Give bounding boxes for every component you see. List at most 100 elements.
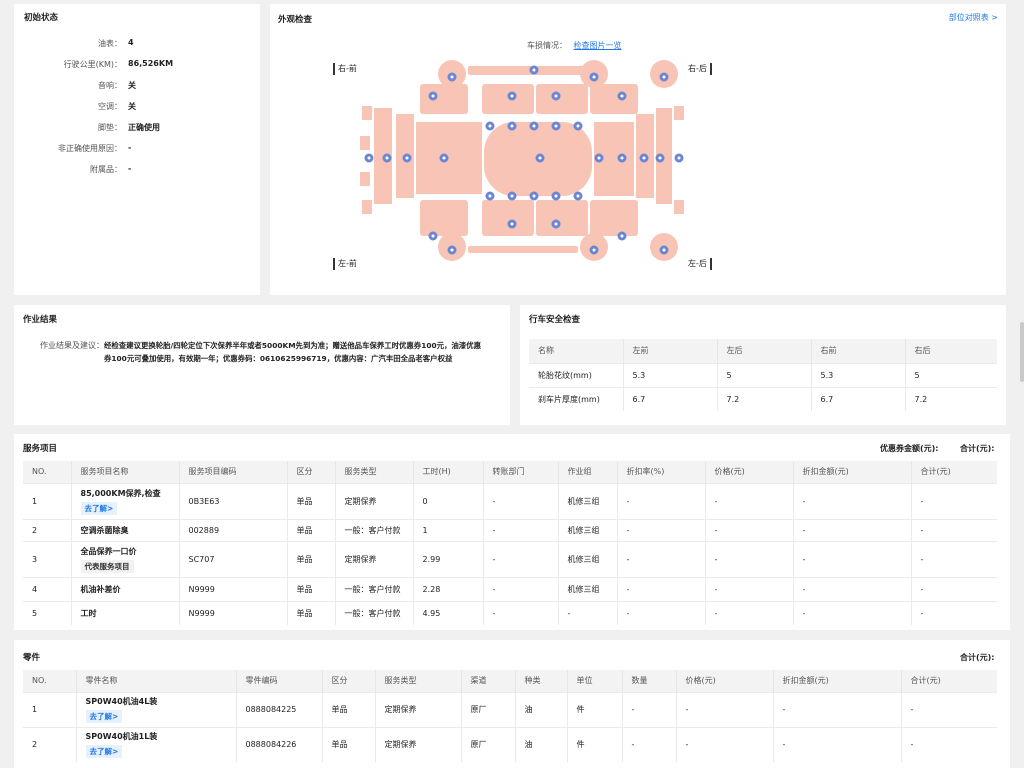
accessories-value: - xyxy=(128,164,132,173)
accessories-row: 附属品： - xyxy=(14,164,260,184)
col-channel: 渠道 xyxy=(461,670,516,692)
table-cell: 机修三组 xyxy=(558,576,618,601)
col-part-code: 零件编码 xyxy=(236,670,323,692)
part-name: SP0W40机油4L装 xyxy=(85,697,158,706)
col-discount-amount: 折扣金额(元) xyxy=(793,461,912,483)
col-kind: 区分 xyxy=(322,670,376,692)
col-discount-rate: 折扣率(%) xyxy=(617,461,706,483)
table-cell: - xyxy=(911,482,997,519)
table-cell: 机油补差价 xyxy=(71,576,180,601)
table-cell: 2 xyxy=(23,518,72,541)
table-cell: 单品 xyxy=(287,482,336,519)
table-row: 2 SP0W40机油1L装 去了解> 0888084226 单品 定期保养 原厂 … xyxy=(23,726,997,762)
table-cell: 4.95 xyxy=(413,600,484,625)
accessories-label: 附属品： xyxy=(90,165,122,174)
table-row: 5 工时 N9999 单品 一般：客户付款 4.95 - - - - - - xyxy=(23,600,997,625)
table-cell: - xyxy=(483,576,559,601)
table-row: 1 85,000KM保养,检查 去了解> 0B3E63 单品 定期保养 0 - 机… xyxy=(23,482,997,519)
label-rear-left: 左-后 xyxy=(688,258,712,270)
table-row: 4 机油补差价 N9999 单品 一般：客户付款 2.28 - 机修三组 - -… xyxy=(23,576,997,601)
table-cell: 机修三组 xyxy=(558,482,618,519)
table-cell: - xyxy=(793,518,912,541)
col-kind: 区分 xyxy=(287,461,336,483)
services-card: 服务项目 优惠券金额(元): 合计(元): NO. 服务项目名称 服务项目编码 … xyxy=(14,434,1010,630)
table-cell: 刹车片厚度(mm) xyxy=(529,386,624,411)
services-title: 服务项目 xyxy=(23,444,58,454)
safety-header-rear-left: 左后 xyxy=(717,339,812,363)
inspection-photos-link[interactable]: 检查图片一览 xyxy=(573,41,622,50)
table-cell: 5 xyxy=(23,600,72,625)
initial-state-card: 初始状态 油表： 4 行驶公里(KM)： 86,526KM 音响： 关 空调： 关 脚垫… xyxy=(14,4,260,295)
parts-card: 零件 合计(元): NO. 零件名称 零件编码 区分 服务类型 渠道 种类 单位… xyxy=(14,640,1010,768)
part-compare-link[interactable]: 部位对照表 > xyxy=(948,13,998,22)
table-cell: - xyxy=(617,600,706,625)
table-cell: 6.7 xyxy=(623,386,718,411)
page-scrollbar[interactable] xyxy=(1020,322,1024,382)
table-cell: - xyxy=(793,482,912,519)
ac-value: 关 xyxy=(128,102,136,111)
table-cell: SP0W40机油4L装去了解> xyxy=(76,691,237,727)
table-cell: 一般：客户付款 xyxy=(335,600,414,625)
col-price: 价格(元) xyxy=(676,670,774,692)
table-cell: - xyxy=(901,691,997,727)
table-cell: 1 xyxy=(413,518,484,541)
inspection-points xyxy=(364,65,684,255)
representative-service-tag: 代表服务项目 xyxy=(80,559,134,573)
table-cell: - xyxy=(558,600,618,625)
fuel-value: 4 xyxy=(128,38,134,47)
table-cell: - xyxy=(911,518,997,541)
table-cell: 定期保养 xyxy=(375,691,462,727)
exterior-check-title: 外观检查 xyxy=(278,15,313,25)
col-total: 合计(元) xyxy=(911,461,997,483)
fuel-row: 油表： 4 xyxy=(14,38,260,58)
table-cell: 0888084226 xyxy=(236,726,323,762)
safety-header-rear-right: 右后 xyxy=(905,339,997,363)
floor-mat-row: 脚垫： 正确使用 xyxy=(14,122,260,142)
audio-row: 音响： 关 xyxy=(14,80,260,100)
table-cell: 单品 xyxy=(322,726,376,762)
learn-more-button[interactable]: 去了解> xyxy=(80,501,118,515)
table-cell: - xyxy=(483,540,559,577)
table-cell: 一般：客户付款 xyxy=(335,576,414,601)
floor-mat-value: 正确使用 xyxy=(128,123,160,132)
table-cell: 油 xyxy=(515,691,568,727)
safety-header-front-left: 左前 xyxy=(623,339,718,363)
table-row: 2 空调杀菌除臭 002889 单品 一般：客户付款 1 - 机修三组 - - … xyxy=(23,518,997,541)
car-damage-diagram[interactable] xyxy=(270,4,1006,295)
table-row: 轮胎花纹(mm) 5.3 5 5.3 5 xyxy=(529,362,997,387)
col-no: NO. xyxy=(23,461,72,483)
table-cell: - xyxy=(911,540,997,577)
learn-more-button[interactable]: 去了解> xyxy=(85,710,123,723)
table-cell: - xyxy=(617,482,706,519)
services-table: NO. 服务项目名称 服务项目编码 区分 服务类型 工时(H) 转账部门 作业组… xyxy=(23,461,997,625)
table-cell: - xyxy=(617,540,706,577)
audio-label: 音响： xyxy=(98,81,122,90)
mileage-row: 行驶公里(KM)： 86,526KM xyxy=(14,59,260,79)
damage-label: 车损情况： xyxy=(527,41,567,50)
ac-label: 空调： xyxy=(98,102,122,111)
table-cell: 一般：客户付款 xyxy=(335,518,414,541)
col-price: 价格(元) xyxy=(705,461,794,483)
table-cell: - xyxy=(483,600,559,625)
col-service-type: 服务类型 xyxy=(335,461,414,483)
car-panels xyxy=(360,60,684,261)
table-cell: 0888084225 xyxy=(236,691,323,727)
audio-value: 关 xyxy=(128,81,136,90)
table-row: 3 全品保养一口价 代表服务项目 SC707 单品 定期保养 2.99 - 机修三… xyxy=(23,540,997,577)
label-front-right: 右-前 xyxy=(333,63,357,75)
services-total-label: 合计(元): xyxy=(960,444,995,453)
floor-mat-label: 脚垫： xyxy=(98,123,122,132)
table-cell: - xyxy=(901,726,997,762)
learn-more-button[interactable]: 去了解> xyxy=(85,745,123,759)
col-service-code: 服务项目编码 xyxy=(179,461,288,483)
table-cell: 油 xyxy=(515,726,568,762)
col-hours: 工时(H) xyxy=(413,461,484,483)
table-cell: 机修三组 xyxy=(558,518,618,541)
table-cell: - xyxy=(793,540,912,577)
table-cell: SC707 xyxy=(179,540,288,577)
table-cell: N9999 xyxy=(179,600,288,625)
work-result-label: 作业结果及建议： xyxy=(40,341,104,350)
parts-total-label: 合计(元): xyxy=(960,653,995,662)
col-quantity: 数量 xyxy=(622,670,677,692)
table-cell: 定期保养 xyxy=(335,482,414,519)
